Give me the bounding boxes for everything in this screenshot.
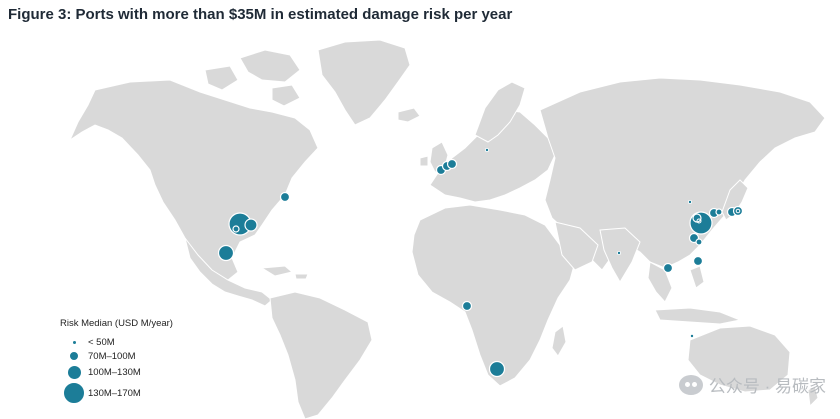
figure-title: Figure 3: Ports with more than $35M in e… <box>8 6 513 23</box>
iceland <box>397 107 421 123</box>
port-marker-japan-inner <box>735 208 741 214</box>
greenland <box>317 39 411 126</box>
legend-row-130to170: 130M–170M <box>60 381 173 405</box>
indonesia <box>654 265 742 325</box>
legend-symbol-xlarge <box>63 382 85 404</box>
legend-row-lt50: < 50M <box>60 335 173 349</box>
port-marker-west-africa <box>461 300 473 312</box>
watermark-text: 公众号 · 易碳家 <box>708 377 826 396</box>
port-marker-north-china <box>688 199 693 204</box>
world-map <box>68 39 826 419</box>
port-marker-us-east-coast <box>279 191 291 203</box>
caribbean <box>260 265 309 280</box>
madagascar <box>551 325 567 357</box>
legend-label: 130M–170M <box>88 387 141 399</box>
new-zealand <box>807 385 819 408</box>
scandinavia <box>474 81 526 143</box>
port-marker-vietnam <box>662 262 674 274</box>
port-marker-japan-2 <box>732 205 744 217</box>
port-marker-south-china <box>692 255 704 267</box>
legend-label: 70M–100M <box>88 350 136 362</box>
arabia <box>554 221 599 271</box>
north-america <box>68 79 319 281</box>
port-marker-baltic <box>484 148 489 153</box>
port-marker-taiwan <box>695 238 703 246</box>
arctic-islands <box>204 49 301 107</box>
legend-title: Risk Median (USD M/year) <box>60 318 173 329</box>
port-marker-australia-nw <box>690 333 695 338</box>
legend-symbol-large <box>66 364 82 380</box>
legend-label: 100M–130M <box>88 366 141 378</box>
south-america <box>269 291 373 419</box>
legend-label: < 50M <box>88 336 115 348</box>
central-america <box>184 237 273 307</box>
port-marker-florida <box>244 218 258 232</box>
australia <box>687 325 791 393</box>
port-marker-south-africa <box>488 360 506 378</box>
port-marker-china-east-inner-2 <box>696 218 702 224</box>
wechat-icon <box>678 374 703 395</box>
map-legend: Risk Median (USD M/year) < 50M 70M–100M … <box>60 318 173 405</box>
port-marker-gulf-coast-inner <box>232 225 240 233</box>
legend-symbol-small <box>71 339 77 345</box>
india <box>599 227 641 283</box>
africa <box>411 204 576 387</box>
watermark: 公众号 · 易碳家 <box>678 372 826 397</box>
legend-row-70to100: 70M–100M <box>60 349 173 363</box>
port-marker-china-east-large <box>689 211 713 235</box>
legend-row-100to130: 100M–130M <box>60 363 173 381</box>
port-marker-mexico <box>217 244 235 262</box>
legend-symbol-medium <box>69 351 79 361</box>
port-marker-korea-2 <box>715 208 723 216</box>
port-marker-india <box>617 250 622 255</box>
port-marker-north-sea-3 <box>446 158 458 170</box>
